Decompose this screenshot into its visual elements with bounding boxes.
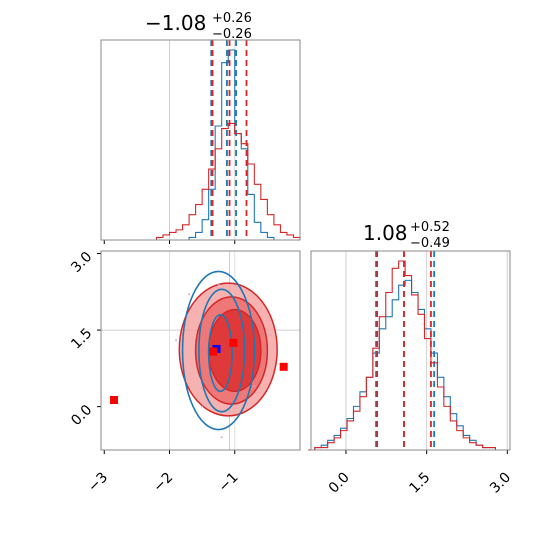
hist-blue-series bbox=[308, 279, 509, 451]
title-x-sup: +0.26 bbox=[212, 11, 252, 26]
contour-blue bbox=[181, 270, 256, 431]
y-tick-label: 3.0 bbox=[68, 249, 95, 276]
scatter-dot bbox=[201, 405, 204, 408]
title-y-sup: +0.52 bbox=[410, 220, 450, 235]
axes-frame bbox=[100, 250, 301, 451]
y-tick-label: 1.5 bbox=[68, 325, 95, 352]
x-tick-label: 1.5 bbox=[406, 470, 433, 497]
x-tick-label: 0.0 bbox=[326, 470, 353, 497]
scatter-dot bbox=[220, 436, 223, 439]
axes-frame bbox=[100, 39, 301, 241]
hist-red-series bbox=[308, 260, 509, 451]
marker-red bbox=[229, 338, 238, 347]
histogram-panel-x bbox=[100, 39, 301, 244]
title-x: −1.08 +0.26 −0.26 bbox=[145, 11, 252, 42]
histogram-panel-y: 0.0 1.5 3.0 bbox=[308, 250, 514, 497]
marker-red bbox=[279, 362, 288, 371]
x-tick-label: −1 bbox=[216, 470, 242, 496]
x-tick-label: 3.0 bbox=[487, 470, 514, 497]
hist-red-series bbox=[155, 122, 301, 240]
hist-blue-series bbox=[169, 49, 300, 241]
marker-red bbox=[209, 347, 218, 356]
x-tick-label: −2 bbox=[150, 470, 176, 496]
contour-blue bbox=[207, 313, 233, 393]
title-x-main: −1.08 bbox=[145, 11, 206, 35]
scatter-dot bbox=[188, 293, 191, 296]
y-tick-label: 0.0 bbox=[68, 402, 95, 429]
scatter-panel: −3 −2 −1 0.0 1.5 3.0 bbox=[68, 249, 301, 496]
x-tick-label: −3 bbox=[85, 470, 111, 496]
scatter-dot bbox=[269, 334, 272, 337]
title-x-sub: −0.26 bbox=[212, 27, 252, 42]
scatter-dot bbox=[217, 283, 220, 286]
scatter-dot bbox=[175, 339, 178, 342]
title-y-main: 1.08 bbox=[363, 221, 408, 245]
scatter-dot bbox=[259, 308, 262, 311]
scatter-dot bbox=[253, 385, 256, 388]
contour-blue bbox=[198, 288, 246, 413]
axes-frame bbox=[310, 250, 511, 451]
title-y: 1.08 +0.52 −0.49 bbox=[363, 220, 450, 251]
title-y-sub: −0.49 bbox=[410, 236, 450, 251]
marker-red bbox=[110, 395, 119, 404]
